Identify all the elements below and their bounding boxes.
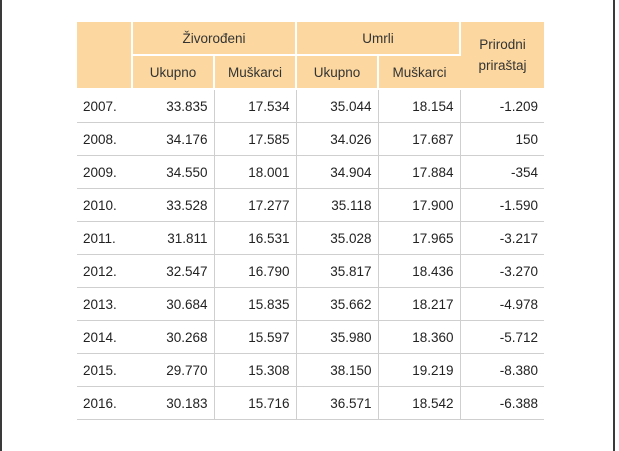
cell-live-births-males: 16.790 (214, 254, 297, 288)
cell-year: 2008. (77, 122, 132, 156)
cell-deaths-males: 17.965 (378, 221, 461, 255)
cell-live-births-total: 30.684 (132, 287, 215, 321)
header-deaths-total: Ukupno (296, 55, 379, 90)
cell-deaths-males: 17.884 (378, 155, 461, 189)
cell-year: 2009. (77, 155, 132, 189)
cell-live-births-males: 15.835 (214, 287, 297, 321)
cell-natural-increase: -4.978 (460, 287, 544, 321)
cell-deaths-total: 36.571 (296, 386, 379, 420)
cell-natural-increase: -6.388 (460, 386, 544, 420)
year-header-cell (77, 22, 133, 90)
cell-live-births-total: 34.176 (132, 122, 215, 156)
cell-year: 2012. (77, 254, 132, 288)
cell-live-births-total: 29.770 (132, 353, 215, 387)
cell-year: 2013. (77, 287, 132, 321)
cell-natural-increase: -3.270 (460, 254, 544, 288)
cell-deaths-total: 35.980 (296, 320, 379, 354)
cell-natural-increase: -8.380 (460, 353, 544, 387)
cell-live-births-total: 30.268 (132, 320, 215, 354)
cell-deaths-males: 18.217 (378, 287, 461, 321)
cell-live-births-total: 33.835 (132, 88, 215, 123)
cell-deaths-males: 18.436 (378, 254, 461, 288)
cell-live-births-males: 17.277 (214, 188, 297, 222)
table-row: 2014. 30.268 15.597 35.980 18.360 -5.712 (77, 320, 544, 354)
cell-deaths-males: 18.542 (378, 386, 461, 420)
cell-deaths-males: 19.219 (378, 353, 461, 387)
cell-live-births-males: 17.534 (214, 88, 297, 123)
cell-deaths-total: 34.026 (296, 122, 379, 156)
cell-deaths-total: 35.662 (296, 287, 379, 321)
cell-deaths-males: 18.154 (378, 88, 461, 123)
cell-deaths-total: 35.028 (296, 221, 379, 255)
cell-year: 2010. (77, 188, 132, 222)
cell-natural-increase: -1.209 (460, 88, 544, 123)
cell-live-births-males: 15.597 (214, 320, 297, 354)
header-row-subcolumns: Ukupno Muškarci Ukupno Muškarci (77, 55, 544, 90)
cell-deaths-total: 35.118 (296, 188, 379, 222)
cell-live-births-males: 15.308 (214, 353, 297, 387)
cell-deaths-males: 17.900 (378, 188, 461, 222)
cell-deaths-total: 38.150 (296, 353, 379, 387)
cell-live-births-males: 15.716 (214, 386, 297, 420)
cell-deaths-total: 35.817 (296, 254, 379, 288)
table-header: Živorođeni Umrli Prirodni priraštaj Ukup… (77, 22, 544, 90)
table-row: 2008. 34.176 17.585 34.026 17.687 150 (77, 122, 544, 156)
cell-live-births-total: 31.811 (132, 221, 215, 255)
cell-natural-increase: -1.590 (460, 188, 544, 222)
header-natural-increase: Prirodni priraštaj (460, 22, 544, 90)
table-body: 2007. 33.835 17.534 35.044 18.154 -1.209 2008.… (77, 88, 544, 420)
cell-natural-increase: -354 (460, 155, 544, 189)
cell-year: 2011. (77, 221, 132, 255)
cell-live-births-total: 30.183 (132, 386, 215, 420)
cell-live-births-total: 34.550 (132, 155, 215, 189)
header-live-births: Živorođeni (132, 22, 297, 56)
cell-live-births-males: 18.001 (214, 155, 297, 189)
table-row: 2016. 30.183 15.716 36.571 18.542 -6.388 (77, 386, 544, 420)
cell-live-births-total: 32.547 (132, 254, 215, 288)
cell-year: 2007. (77, 88, 132, 123)
cell-deaths-males: 18.360 (378, 320, 461, 354)
table-row: 2015. 29.770 15.308 38.150 19.219 -8.380 (77, 353, 544, 387)
header-deaths: Umrli (296, 22, 461, 56)
cell-natural-increase: 150 (460, 122, 544, 156)
population-statistics-table: Živorođeni Umrli Prirodni priraštaj Ukup… (77, 22, 544, 420)
table-row: 2007. 33.835 17.534 35.044 18.154 -1.209 (77, 88, 544, 123)
table-row: 2011. 31.811 16.531 35.028 17.965 -3.217 (77, 221, 544, 255)
cell-deaths-males: 17.687 (378, 122, 461, 156)
cell-deaths-total: 35.044 (296, 88, 379, 123)
cell-natural-increase: -5.712 (460, 320, 544, 354)
table-row: 2012. 32.547 16.790 35.817 18.436 -3.270 (77, 254, 544, 288)
right-border-line (613, 0, 615, 451)
cell-year: 2014. (77, 320, 132, 354)
table-row: 2013. 30.684 15.835 35.662 18.217 -4.978 (77, 287, 544, 321)
cell-live-births-males: 17.585 (214, 122, 297, 156)
header-live-total: Ukupno (132, 55, 215, 90)
header-deaths-males: Muškarci (378, 55, 460, 90)
cell-year: 2016. (77, 386, 132, 420)
header-live-males: Muškarci (214, 55, 297, 90)
cell-deaths-total: 34.904 (296, 155, 379, 189)
header-row-groups: Živorođeni Umrli Prirodni priraštaj (77, 22, 544, 90)
cell-natural-increase: -3.217 (460, 221, 544, 255)
cell-live-births-total: 33.528 (132, 188, 215, 222)
cell-live-births-males: 16.531 (214, 221, 297, 255)
table-row: 2009. 34.550 18.001 34.904 17.884 -354 (77, 155, 544, 189)
left-border-line (0, 0, 2, 451)
cell-year: 2015. (77, 353, 132, 387)
table-row: 2010. 33.528 17.277 35.118 17.900 -1.590 (77, 188, 544, 222)
